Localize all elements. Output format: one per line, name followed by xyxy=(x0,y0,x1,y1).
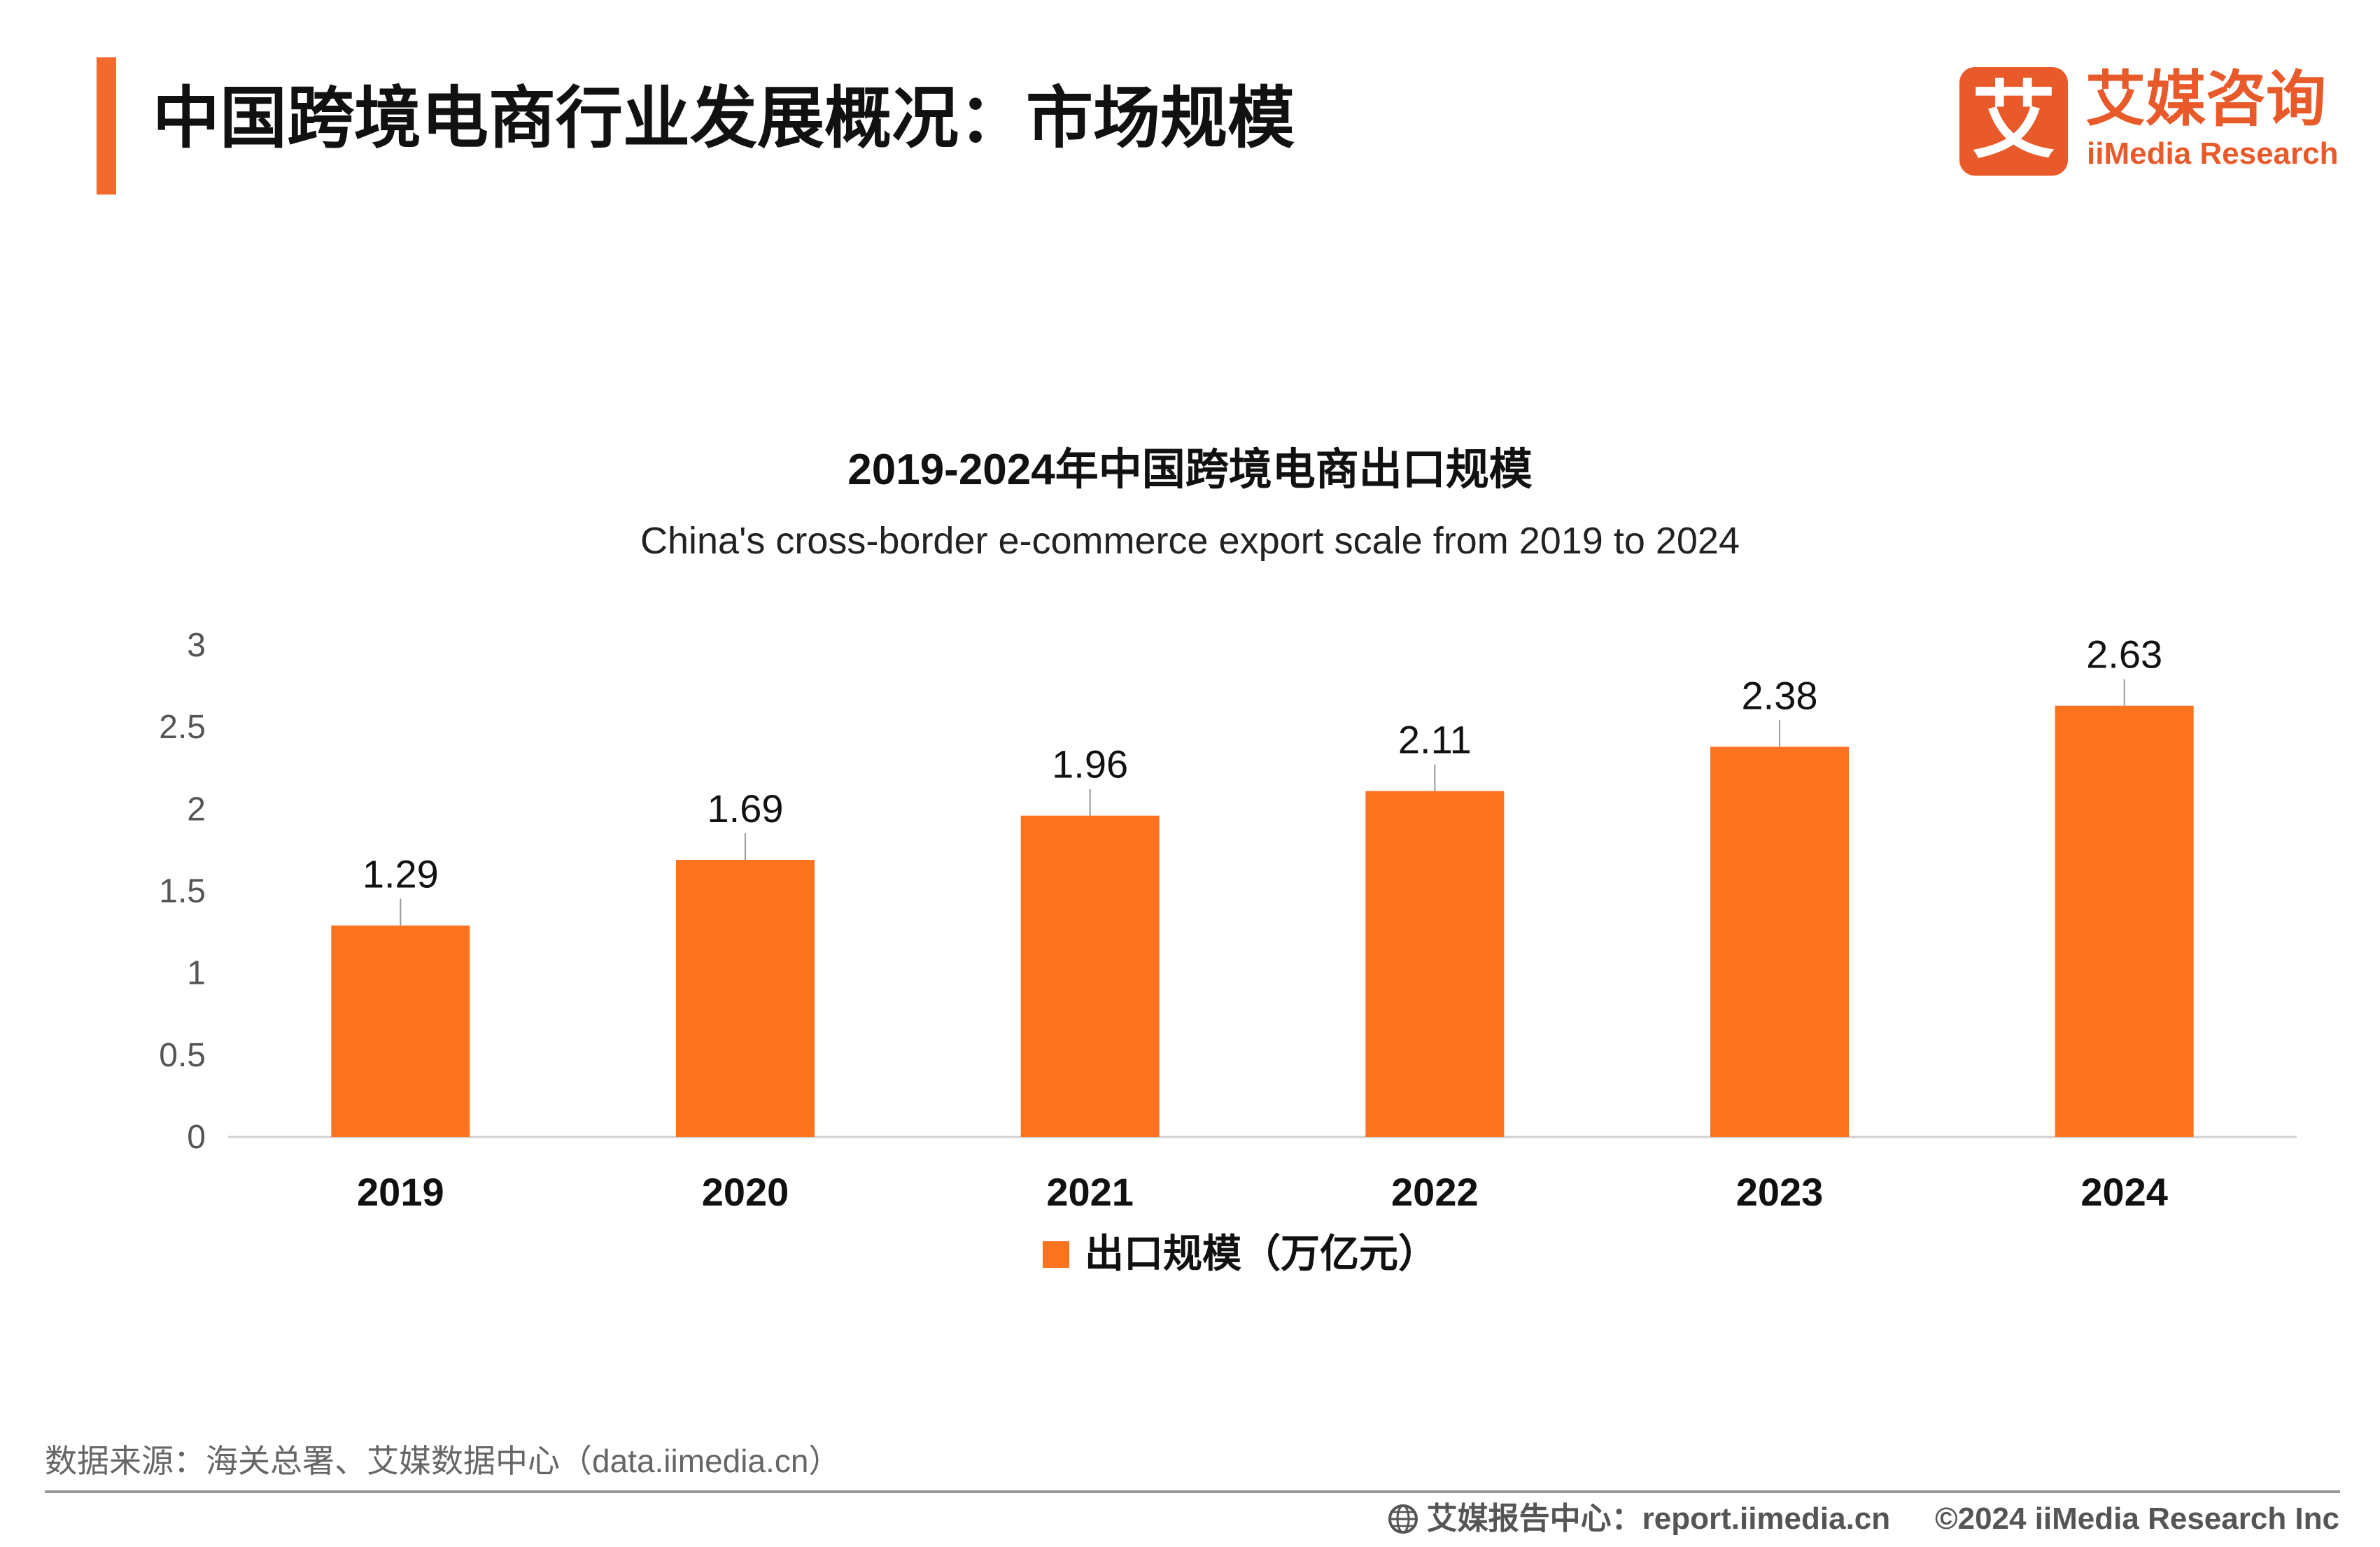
footer-report-center: 艾媒报告中心：report.iimedia.cn xyxy=(1426,1502,1891,1536)
footer-copyright: ©2024 iiMedia Research Inc xyxy=(1935,1502,2339,1536)
x-tick-label: 2022 xyxy=(1391,1170,1479,1214)
legend-label: 出口规模（万亿元） xyxy=(1085,1231,1437,1276)
logo-mark: 艾 xyxy=(1959,67,2068,176)
page-title: 中国跨境电商行业发展概况：市场规模 xyxy=(153,81,1295,156)
chart-subtitle: China's cross-border e-commerce export s… xyxy=(640,520,1740,562)
data-label: 1.69 xyxy=(707,786,784,831)
bar xyxy=(2055,705,2194,1137)
bar xyxy=(676,859,815,1137)
legend-swatch xyxy=(1043,1241,1069,1268)
x-tick-label: 2019 xyxy=(357,1170,444,1214)
x-tick-label: 2020 xyxy=(702,1170,789,1214)
y-tick-label: 1.5 xyxy=(159,873,206,910)
y-tick-label: 2 xyxy=(187,791,206,828)
bar xyxy=(1365,791,1505,1137)
iimedia-logo: 艾 艾媒咨询 iiMedia Research xyxy=(1959,64,2351,183)
logo-mark-char: 艾 xyxy=(1971,74,2056,168)
data-label: 1.96 xyxy=(1052,742,1128,786)
x-tick-label: 2024 xyxy=(2080,1170,2168,1214)
bar xyxy=(1020,815,1160,1137)
data-label: 2.38 xyxy=(1742,673,1818,717)
y-tick-label: 3 xyxy=(187,627,206,664)
y-tick-label: 2.5 xyxy=(159,709,206,746)
data-label: 1.29 xyxy=(362,852,439,896)
data-source-note: 数据来源：海关总署、艾媒数据中心（data.iimedia.cn） xyxy=(45,1443,841,1479)
chart-title: 2019-2024年中国跨境电商出口规模 xyxy=(847,446,1533,494)
logo-en-text: iiMedia Research xyxy=(2087,136,2339,171)
data-label: 2.63 xyxy=(2086,633,2162,677)
bar xyxy=(1710,747,1849,1137)
y-tick-label: 0 xyxy=(187,1119,206,1156)
x-tick-label: 2021 xyxy=(1046,1170,1134,1214)
globe-icon xyxy=(1388,1504,1418,1534)
footer-info: 艾媒报告中心：report.iimedia.cn ©2024 iiMedia Re… xyxy=(1388,1495,2339,1544)
data-label: 2.11 xyxy=(1398,718,1472,762)
y-tick-label: 1 xyxy=(187,955,206,992)
bar xyxy=(331,925,470,1137)
title-accent-bar xyxy=(97,57,116,195)
x-tick-label: 2023 xyxy=(1736,1170,1824,1214)
y-tick-label: 0.5 xyxy=(159,1037,206,1074)
logo-cn-text: 艾媒咨询 xyxy=(2085,66,2326,133)
footer-divider xyxy=(45,1490,2340,1493)
